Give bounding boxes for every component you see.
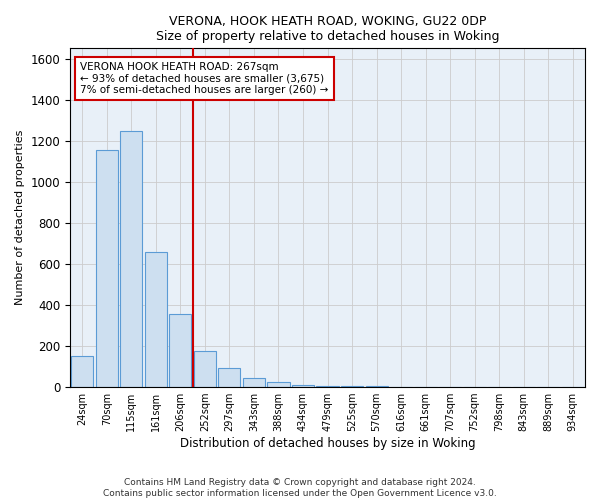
Bar (292, 384, 314, 387)
Y-axis label: Number of detached properties: Number of detached properties (15, 130, 25, 306)
X-axis label: Distribution of detached houses by size in Woking: Distribution of detached houses by size … (180, 437, 475, 450)
Bar (341, 386, 363, 387)
Title: VERONA, HOOK HEATH ROAD, WOKING, GU22 0DP
Size of property relative to detached : VERONA, HOOK HEATH ROAD, WOKING, GU22 0D… (156, 15, 499, 43)
Bar (268, 382, 290, 387)
Bar (145, 252, 167, 387)
Text: VERONA HOOK HEATH ROAD: 267sqm
← 93% of detached houses are smaller (3,675)
7% o: VERONA HOOK HEATH ROAD: 267sqm ← 93% of … (80, 62, 329, 95)
Text: Contains HM Land Registry data © Crown copyright and database right 2024.
Contai: Contains HM Land Registry data © Crown c… (103, 478, 497, 498)
Bar (71, 356, 94, 387)
Bar (169, 314, 191, 387)
Bar (194, 351, 216, 387)
Bar (96, 150, 118, 387)
Bar (243, 378, 265, 387)
Bar (218, 368, 241, 387)
Bar (316, 386, 338, 387)
Bar (120, 132, 142, 387)
Bar (365, 386, 388, 387)
